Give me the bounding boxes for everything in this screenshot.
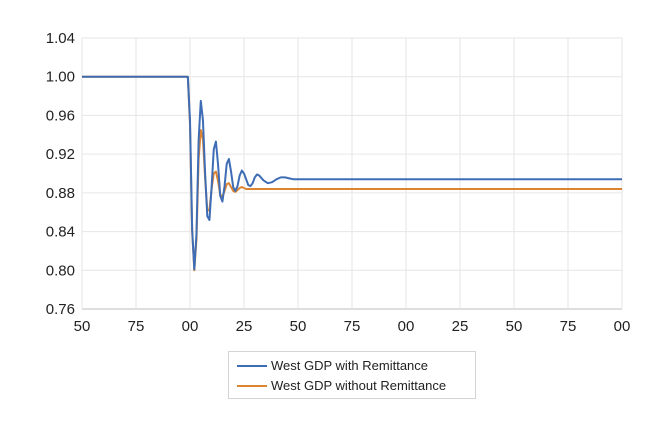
legend-label-without-remittance: West GDP without Remittance <box>271 378 447 393</box>
legend-swatch-without-remittance <box>237 384 267 387</box>
y-tick-label: 0.96 <box>46 107 75 124</box>
y-tick-label: 0.88 <box>46 185 75 202</box>
y-axis-tick-labels: 1.04 1.00 0.96 0.92 0.88 0.84 0.80 0.76 <box>46 30 75 318</box>
x-tick-label: 25 <box>236 318 253 335</box>
legend-label-with-remittance: West GDP with Remittance <box>271 358 429 373</box>
legend: West GDP with Remittance West GDP withou… <box>228 351 476 399</box>
grid-lines <box>81 37 623 310</box>
x-tick-label: 00 <box>614 318 631 335</box>
x-tick-label: 00 <box>182 318 199 335</box>
x-tick-label: 50 <box>506 318 523 335</box>
legend-swatch-with-remittance <box>237 364 267 367</box>
y-tick-label: 0.84 <box>46 224 75 241</box>
x-tick-label: 25 <box>452 318 469 335</box>
y-tick-label: 0.92 <box>46 146 75 163</box>
legend-item-without-remittance: West GDP without Remittance <box>237 378 446 393</box>
x-tick-label: 75 <box>128 318 145 335</box>
series-line-with-remittance <box>82 75 622 271</box>
x-tick-label: 50 <box>74 318 91 335</box>
series-lines <box>82 75 622 272</box>
x-tick-label: 75 <box>344 318 361 335</box>
x-tick-label: 50 <box>290 318 307 335</box>
y-tick-label: 1.04 <box>46 30 75 47</box>
y-tick-label: 0.76 <box>46 301 75 318</box>
y-tick-label: 1.00 <box>46 69 75 86</box>
x-axis-tick-labels: 50 75 00 25 50 75 00 25 50 75 00 <box>74 318 631 335</box>
line-chart: 1.04 1.00 0.96 0.92 0.88 0.84 0.80 0.76 50 75 00 2… <box>46 30 631 335</box>
legend-item-with-remittance: West GDP with Remittance <box>237 358 428 373</box>
x-tick-label: 75 <box>560 318 577 335</box>
y-tick-label: 0.80 <box>46 262 75 279</box>
x-tick-label: 00 <box>398 318 415 335</box>
